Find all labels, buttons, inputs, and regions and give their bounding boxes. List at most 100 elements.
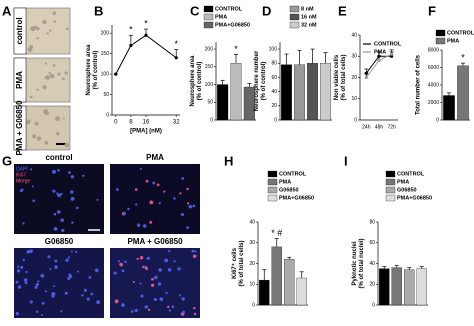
nucleus: [75, 206, 79, 210]
y-tick-label: 60: [271, 75, 277, 81]
nucleus: [193, 306, 196, 310]
nucleus: [53, 212, 57, 216]
nucleus: [139, 282, 142, 285]
y-axis-label: Non viable cells: [334, 54, 340, 100]
significance-marker: *: [174, 39, 178, 49]
nucleus: [192, 254, 197, 259]
x-tick-label: 8: [129, 120, 133, 126]
cell: [64, 142, 70, 148]
legend-label: CONTROL: [279, 171, 307, 177]
nucleus: [47, 255, 51, 259]
legend-swatch: [385, 186, 396, 194]
nucleus: [142, 265, 145, 269]
y-tick-label: 0: [436, 117, 439, 123]
micrograph: [14, 248, 104, 318]
legend-label: CONTROL: [397, 171, 425, 177]
y-axis-label: Ki67⁺ cells: [231, 247, 238, 279]
y-tick-label: 2000: [428, 100, 439, 106]
x-tick-label: 48h: [375, 124, 384, 130]
nucleus: [70, 190, 74, 194]
cell: [34, 121, 39, 126]
channel-label: Ki67: [16, 172, 26, 178]
nucleus: [70, 250, 73, 253]
nucleus: [57, 210, 61, 214]
nucleus: [94, 268, 99, 273]
nucleus: [49, 268, 52, 271]
nucleus: [127, 207, 130, 211]
y-axis-label: Neurosphere number: [254, 50, 260, 111]
cell: [55, 116, 60, 122]
y-tick-label: 100: [269, 46, 278, 52]
nucleus: [132, 280, 135, 283]
image-label: PMA + G06850: [127, 237, 183, 246]
nucleus: [52, 189, 56, 193]
image-label: G06850: [45, 237, 74, 246]
nucleus: [96, 198, 99, 201]
nucleus: [139, 256, 144, 260]
label-box: [13, 57, 27, 103]
nucleus: [44, 290, 48, 293]
legend-label: PMA: [397, 179, 409, 185]
nucleus: [26, 250, 30, 254]
nucleus: [34, 285, 38, 289]
nucleus: [165, 291, 168, 295]
bar: [391, 267, 402, 306]
nucleus: [149, 220, 153, 224]
x-axis-label: [PMA] (nM): [130, 129, 162, 135]
nucleus: [186, 187, 189, 191]
y-tick-label: 0: [106, 112, 109, 118]
legend-label: 8 nM: [301, 6, 314, 12]
nucleus: [30, 168, 33, 171]
panel-letter: G: [2, 153, 12, 168]
nucleus: [54, 259, 58, 263]
nucleus: [151, 277, 154, 281]
legend-swatch: [289, 5, 300, 13]
nucleus: [136, 257, 139, 261]
nucleus: [51, 294, 55, 298]
y-tick-label: 4000: [428, 82, 439, 88]
nucleus: [163, 190, 166, 193]
nucleus: [193, 312, 197, 316]
legend-label: G06850: [279, 187, 299, 193]
point: [129, 43, 133, 48]
image-label: PMA: [15, 71, 24, 89]
nucleus: [180, 213, 184, 217]
y-axis-label: (% of control): [261, 62, 267, 101]
bar: [443, 95, 455, 121]
cell: [46, 32, 49, 35]
y-axis-label: (% of total cells): [341, 54, 347, 100]
nucleus: [86, 297, 90, 301]
nucleus: [35, 282, 39, 286]
cell: [52, 11, 57, 15]
panel-letter: B: [94, 3, 103, 18]
legend-swatch: [435, 29, 446, 37]
nucleus: [168, 249, 171, 253]
nucleus: [194, 250, 197, 253]
cell: [44, 76, 48, 79]
panel-a-images: [13, 7, 71, 151]
cell: [42, 19, 47, 25]
cell: [49, 29, 52, 32]
nucleus: [156, 183, 160, 187]
legend-swatch: [203, 13, 214, 21]
nucleus: [144, 266, 149, 270]
x-tick-label: 72h: [387, 124, 396, 130]
nucleus: [171, 305, 175, 309]
y-tick-label: 100: [101, 71, 110, 77]
image-label: PMA + G06850: [15, 100, 24, 156]
bar: [271, 246, 282, 306]
bar: [217, 84, 229, 121]
nucleus: [124, 260, 127, 263]
nucleus: [22, 259, 26, 262]
nucleus: [147, 308, 151, 312]
nucleus: [186, 226, 189, 230]
legend-label: CONTROL: [215, 6, 243, 12]
legend-label: 32 nM: [301, 22, 317, 28]
legend-swatch: [203, 21, 214, 29]
y-axis-label: (% of control): [93, 51, 99, 90]
nucleus: [134, 308, 138, 313]
y-tick-label: 20: [351, 75, 357, 81]
line: [115, 34, 177, 75]
nucleus: [60, 218, 64, 223]
nucleus: [149, 200, 154, 205]
